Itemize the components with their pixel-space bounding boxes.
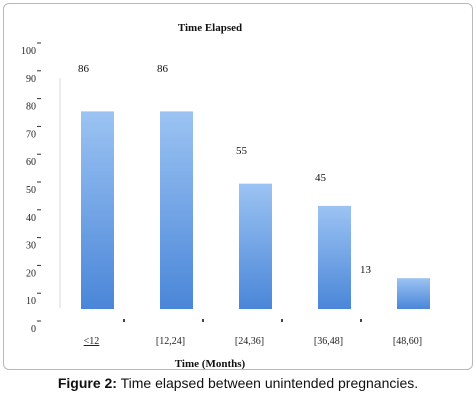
- x-tick-mark: [360, 319, 362, 322]
- x-tick-label-0: <12: [84, 336, 100, 347]
- bars: 86 86 55 45 13: [78, 63, 430, 309]
- bar-2: [239, 183, 272, 309]
- data-label-1: 86: [157, 63, 169, 75]
- y-tick-label: 40: [26, 213, 36, 224]
- y-tick-label: 70: [26, 129, 36, 140]
- x-tick-label-1: [12,24]: [156, 336, 185, 347]
- y-tick-label: 10: [26, 296, 36, 307]
- y-tick-label: 20: [26, 268, 36, 279]
- data-label-0: 86: [78, 63, 90, 75]
- bar-4: [397, 278, 430, 309]
- data-label-3: 45: [315, 172, 327, 184]
- figure-caption: Figure 2: Time elapsed between unintende…: [0, 375, 476, 391]
- x-axis-title: Time (Months): [175, 358, 246, 370]
- x-tick-label-3: [36,48]: [314, 336, 343, 347]
- caption-label: Figure 2:: [57, 375, 117, 391]
- y-tick-label: 80: [26, 102, 36, 113]
- x-tick-mark: [123, 319, 125, 322]
- x-tick-mark: [202, 319, 204, 322]
- bar-0: [81, 111, 114, 309]
- chart-title: Time Elapsed: [178, 22, 242, 34]
- data-label-2: 55: [236, 145, 248, 157]
- x-tick-label-4: [48,60]: [393, 336, 422, 347]
- y-tick-label: 50: [26, 185, 36, 196]
- y-tick-label: 30: [26, 241, 36, 252]
- x-tick-label-2: [24,36]: [235, 336, 264, 347]
- bar-1: [160, 111, 193, 309]
- x-tick-mark: [281, 319, 283, 322]
- y-axis: 0 10 20 30 40 50 60 70 80 90 100: [21, 42, 61, 335]
- data-label-4: 13: [360, 264, 372, 276]
- y-tick-label: 90: [26, 74, 36, 85]
- y-tick-label: 60: [26, 157, 36, 168]
- bar-3: [318, 205, 351, 309]
- x-axis: <12 [12,24] [24,36] [36,48] [48,60]: [84, 319, 422, 347]
- caption-text: Time elapsed between unintended pregnanc…: [116, 375, 419, 391]
- y-tick-label: 0: [31, 324, 36, 335]
- y-tick-label: 100: [21, 46, 36, 57]
